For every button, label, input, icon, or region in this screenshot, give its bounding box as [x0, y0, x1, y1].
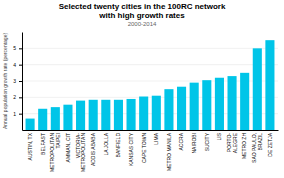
- tick-label: 4: [13, 62, 16, 68]
- bar: [63, 105, 72, 130]
- tick-label: DE ZETJA: [267, 132, 273, 156]
- chart: Selected twenty cities in the 100RC netw…: [0, 0, 284, 178]
- tick-mark: [19, 65, 22, 66]
- tick: ADDIS ABABA: [90, 132, 96, 166]
- tick: 1: [13, 111, 22, 117]
- tick: METRO MANILA: [166, 132, 172, 171]
- bar: [253, 48, 262, 130]
- bar: [164, 89, 173, 130]
- grid-line: [22, 97, 278, 98]
- tick: 5: [13, 45, 22, 51]
- tick-label: BANFIELD: [115, 133, 121, 158]
- bars: [26, 40, 275, 130]
- tick-label: ADDIS ABABA: [90, 132, 96, 166]
- tick-label: LIMA: [153, 132, 159, 144]
- tick-label: METRO ZH: [241, 133, 247, 159]
- bar: [202, 80, 211, 130]
- x-axis: AUSTIN, TX BELFASTMETROPOLITANTAIPEI AMMAN…: [23, 131, 279, 173]
- tick-label: METRO MANILA: [166, 132, 172, 171]
- tick-label: VICTORIA-METROPOLITAN: [75, 133, 86, 172]
- bar: [38, 109, 47, 130]
- grid-line: [22, 48, 278, 49]
- tick: BANFIELD: [115, 133, 121, 158]
- tick-label: SAO PAULO,BRAZIL: [251, 133, 262, 163]
- plot: 1 2 3 4 5 AUSTIN, TX BELFASTMETROPOLITANTAIPEI…: [13, 33, 278, 173]
- tick-label: 2: [13, 94, 16, 100]
- tick: CAPE TOWN: [140, 133, 146, 163]
- tick: PORTO-ALEGRE: [226, 132, 237, 153]
- tick: LIS: [216, 132, 222, 140]
- grid-line: [22, 113, 278, 114]
- tick-mark: [19, 48, 22, 49]
- tick-mark: [19, 97, 22, 98]
- tick-label: 1: [13, 111, 16, 117]
- y-axis-title: Annual population growth rate (percentag…: [2, 33, 8, 130]
- tick: DE ZETJA: [267, 132, 273, 156]
- bar: [265, 40, 274, 130]
- bar: [240, 73, 249, 130]
- bar: [101, 100, 110, 130]
- bar: [26, 119, 35, 130]
- bar: [76, 101, 85, 130]
- bar: [152, 96, 161, 130]
- grid: [22, 48, 278, 113]
- tick-label: METROPOLITANTAIPEI: [49, 133, 60, 172]
- tick: 4: [13, 62, 22, 68]
- tick-label: SUCITY: [204, 132, 210, 151]
- bar: [89, 100, 98, 130]
- tick: METRO ZH: [241, 133, 247, 159]
- tick: KANSAS CITY: [128, 132, 134, 166]
- tick-label: PORTO-ALEGRE: [226, 132, 237, 153]
- tick: LIMA: [153, 132, 159, 144]
- tick: SAO PAULO,BRAZIL: [251, 133, 262, 163]
- tick-label: AUSTIN, TX: [27, 132, 33, 160]
- bar: [190, 83, 199, 130]
- tick: LA JOLLA: [103, 132, 109, 155]
- bar: [114, 100, 123, 130]
- tick: SUCITY: [204, 132, 210, 151]
- tick-label: CAPE TOWN: [140, 133, 146, 163]
- bar: [51, 107, 60, 130]
- tick: AMMAN, CIT: [65, 133, 71, 162]
- tick-label: LIS: [216, 132, 222, 140]
- axis-line: [22, 33, 23, 131]
- tick-label: NAIROBI: [191, 133, 197, 154]
- bar: [127, 99, 136, 130]
- tick-mark: [19, 114, 22, 115]
- y-axis: 1 2 3 4 5: [13, 33, 22, 131]
- title: Selected twenty cities in the 100RC netw…: [59, 2, 226, 20]
- tick: METROPOLITANTAIPEI: [49, 133, 60, 172]
- tick-label: LA JOLLA: [103, 132, 109, 155]
- bar: [215, 78, 224, 130]
- tick: 2: [13, 94, 22, 100]
- tick-label: AMMAN, CIT: [65, 133, 71, 162]
- tick: BELFAST: [40, 133, 46, 155]
- tick: ACCRA: [178, 132, 184, 150]
- grid-line: [22, 81, 278, 82]
- tick-label: 3: [13, 78, 16, 84]
- tick-label: ACCRA: [178, 132, 184, 150]
- tick: 3: [13, 78, 22, 84]
- tick-label: 5: [13, 45, 16, 51]
- tick-label: KANSAS CITY: [128, 132, 134, 166]
- bar: [139, 97, 148, 130]
- grid-line: [22, 64, 278, 65]
- tick-mark: [19, 81, 22, 82]
- axis-line: [23, 130, 279, 131]
- tick: VICTORIA-METROPOLITAN: [75, 133, 86, 172]
- bar: [228, 76, 237, 130]
- tick: AUSTIN, TX: [27, 132, 33, 160]
- tick-label: BELFAST: [40, 133, 46, 155]
- subtitle: 2000-2014: [128, 21, 157, 27]
- bar: [177, 87, 186, 130]
- tick: NAIROBI: [191, 133, 197, 154]
